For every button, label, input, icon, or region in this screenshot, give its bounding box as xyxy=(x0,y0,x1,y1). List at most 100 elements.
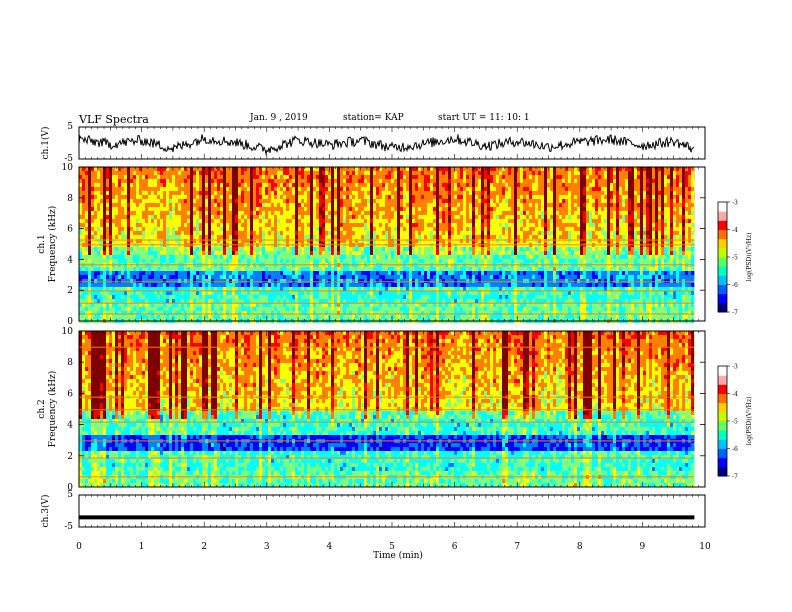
spectrogram-cell xyxy=(328,231,331,235)
spectrogram-cell xyxy=(178,203,181,207)
spectrogram-cell xyxy=(691,251,694,255)
spectrogram-cell xyxy=(454,175,457,179)
spectrogram-cell xyxy=(337,223,340,227)
spectrogram-cell xyxy=(100,235,103,239)
spectrogram-cell xyxy=(559,211,562,215)
spectrogram-cell xyxy=(133,171,136,175)
spectrogram-cell xyxy=(415,195,418,199)
spectrogram-cell xyxy=(97,255,100,259)
spectrogram-cell xyxy=(220,259,223,263)
spectrogram-cell xyxy=(421,203,424,207)
spectrogram-cell xyxy=(670,227,673,231)
spectrogram-cell xyxy=(100,203,103,207)
spectrogram-cell xyxy=(556,259,559,263)
spectrogram-cell xyxy=(247,167,250,171)
spectrogram-cell xyxy=(286,203,289,207)
spectrogram-cell xyxy=(265,211,268,215)
spectrogram-cell xyxy=(682,175,685,179)
spectrogram-cell xyxy=(391,219,394,223)
spectrogram-cell xyxy=(655,251,658,255)
spectrogram-cell xyxy=(511,215,514,219)
spectrogram-cell xyxy=(400,231,403,235)
spectrogram-cell xyxy=(229,175,232,179)
spectrogram-cell xyxy=(235,183,238,187)
spectrogram-cell xyxy=(283,247,286,251)
spectrogram-cell xyxy=(532,219,535,223)
spectrogram-cell xyxy=(262,203,265,207)
spectrogram-cell xyxy=(82,171,85,175)
spectrogram-cell xyxy=(298,167,301,171)
spectrogram-cell xyxy=(148,235,151,239)
spectrogram-cell xyxy=(391,211,394,215)
spectrogram-cell xyxy=(163,235,166,239)
spectrogram-cell xyxy=(460,235,463,239)
spectrogram-cell xyxy=(598,175,601,179)
spectrogram-cell xyxy=(289,231,292,235)
spectrogram-cell xyxy=(169,235,172,239)
spectrogram-cell xyxy=(409,219,412,223)
spectrogram-cell xyxy=(658,219,661,223)
spectrogram-cell xyxy=(466,183,469,187)
spectrogram-cell xyxy=(445,247,448,251)
spectrogram-cell xyxy=(340,175,343,179)
spectrogram-cell xyxy=(316,251,319,255)
spectrogram-cell xyxy=(460,179,463,183)
spectrogram-cell xyxy=(547,223,550,227)
spectrogram-cell xyxy=(139,199,142,203)
spectrogram-cell xyxy=(430,215,433,219)
spectrogram-cell xyxy=(622,175,625,179)
spectrogram-cell xyxy=(625,223,628,227)
spectrogram-cell xyxy=(295,235,298,239)
spectrogram-cell xyxy=(511,247,514,251)
spectrogram-cell xyxy=(88,167,91,171)
spectrogram-cell xyxy=(445,195,448,199)
spectrogram-cell xyxy=(124,251,127,255)
spectrogram-cell xyxy=(643,179,646,183)
spectrogram-cell xyxy=(535,255,538,259)
spectrogram-cell xyxy=(250,171,253,175)
spectrogram-cell xyxy=(541,171,544,175)
spectrogram-cell xyxy=(310,211,313,215)
spectrogram-cell xyxy=(340,215,343,219)
spectrogram-cell xyxy=(250,191,253,195)
spectrogram-cell xyxy=(151,175,154,179)
spectrogram-cell xyxy=(148,227,151,231)
spectrogram-cell xyxy=(388,175,391,179)
spectrogram-cell xyxy=(328,247,331,251)
spectrogram-cell xyxy=(499,171,502,175)
spectrogram-cell xyxy=(364,171,367,175)
spectrogram-cell xyxy=(343,251,346,255)
spectrogram-cell xyxy=(211,191,214,195)
spectrogram-cell xyxy=(244,259,247,263)
spectrogram-cell xyxy=(319,227,322,231)
spectrogram-cell xyxy=(640,255,643,259)
spectrogram-cell xyxy=(592,183,595,187)
spectrogram-cell xyxy=(109,219,112,223)
spectrogram-cell xyxy=(421,223,424,227)
spectrogram-cell xyxy=(277,199,280,203)
spectrogram-cell xyxy=(619,227,622,231)
spectrogram-cell xyxy=(109,195,112,199)
spectrogram-cell xyxy=(385,207,388,211)
spectrogram-cell xyxy=(253,195,256,199)
spectrogram-cell xyxy=(169,251,172,255)
spectrogram-cell xyxy=(688,195,691,199)
spectrogram-cell xyxy=(640,207,643,211)
spectrogram-cell xyxy=(361,251,364,255)
spectrogram-cell xyxy=(358,191,361,195)
spectrogram-cell xyxy=(685,179,688,183)
spectrogram-cell xyxy=(685,251,688,255)
spectrogram-cell xyxy=(232,227,235,231)
spectrogram-cell xyxy=(598,227,601,231)
spectrogram-cell xyxy=(298,231,301,235)
spectrogram-cell xyxy=(556,255,559,259)
spectrogram-cell xyxy=(247,259,250,263)
spectrogram-cell xyxy=(655,183,658,187)
spectrogram-cell xyxy=(355,219,358,223)
spectrogram-cell xyxy=(127,219,130,223)
spectrogram-cell xyxy=(517,195,520,199)
spectrogram-cell xyxy=(337,235,340,239)
spectrogram-cell xyxy=(235,187,238,191)
spectrogram-cell xyxy=(505,259,508,263)
spectrogram-cell xyxy=(646,171,649,175)
